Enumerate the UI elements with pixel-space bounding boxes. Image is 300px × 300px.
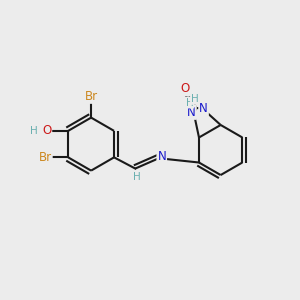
- Text: N: N: [158, 150, 166, 163]
- Text: H: H: [133, 172, 141, 182]
- Text: N: N: [199, 102, 208, 115]
- Text: H: H: [191, 94, 199, 104]
- Text: O: O: [181, 82, 190, 95]
- Text: N: N: [187, 106, 196, 119]
- Text: H: H: [186, 98, 194, 108]
- Text: Br: Br: [85, 90, 98, 103]
- Text: O: O: [42, 124, 51, 137]
- Text: Br: Br: [39, 151, 52, 164]
- Text: H: H: [30, 126, 38, 136]
